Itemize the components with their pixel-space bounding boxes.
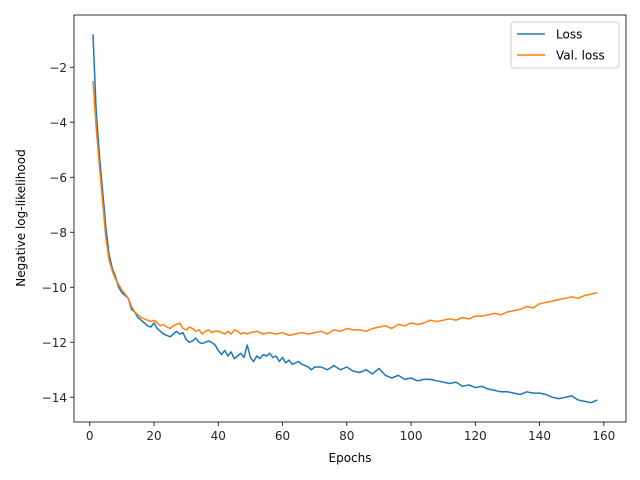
x-tick-label: 60 (275, 429, 290, 443)
y-tick-label: −10 (42, 281, 67, 295)
y-tick-label: −4 (49, 116, 67, 130)
x-tick-label: 160 (592, 429, 615, 443)
x-tick-label: 140 (528, 429, 551, 443)
x-axis-label: Epochs (329, 451, 372, 465)
y-axis-label: Negative log-likelihood (14, 149, 28, 286)
y-tick-label: −2 (49, 61, 67, 75)
legend-label-2: Val. loss (556, 49, 605, 63)
y-tick-label: −6 (49, 171, 67, 185)
y-tick-label: −14 (42, 391, 67, 405)
x-tick-label: 80 (339, 429, 354, 443)
plot-frame (73, 14, 627, 423)
legend-label-1: Loss (556, 28, 582, 42)
x-tick-label: 20 (146, 429, 161, 443)
plot-area (73, 14, 627, 423)
x-tick-label: 0 (86, 429, 94, 443)
y-tick-label: −12 (42, 336, 67, 350)
series-line-2 (92, 80, 598, 337)
x-axis-ticks: 0 20 40 60 80 100 120 140 160 (86, 422, 615, 443)
x-tick-label: 40 (211, 429, 226, 443)
y-axis-ticks: −14 −12 −10 −8 −6 −4 −2 (42, 61, 74, 405)
legend: Loss Val. loss (510, 21, 620, 69)
y-tick-label: −8 (49, 226, 67, 240)
x-tick-label: 100 (400, 429, 423, 443)
x-tick-label: 120 (464, 429, 487, 443)
series-line-1 (92, 34, 598, 404)
